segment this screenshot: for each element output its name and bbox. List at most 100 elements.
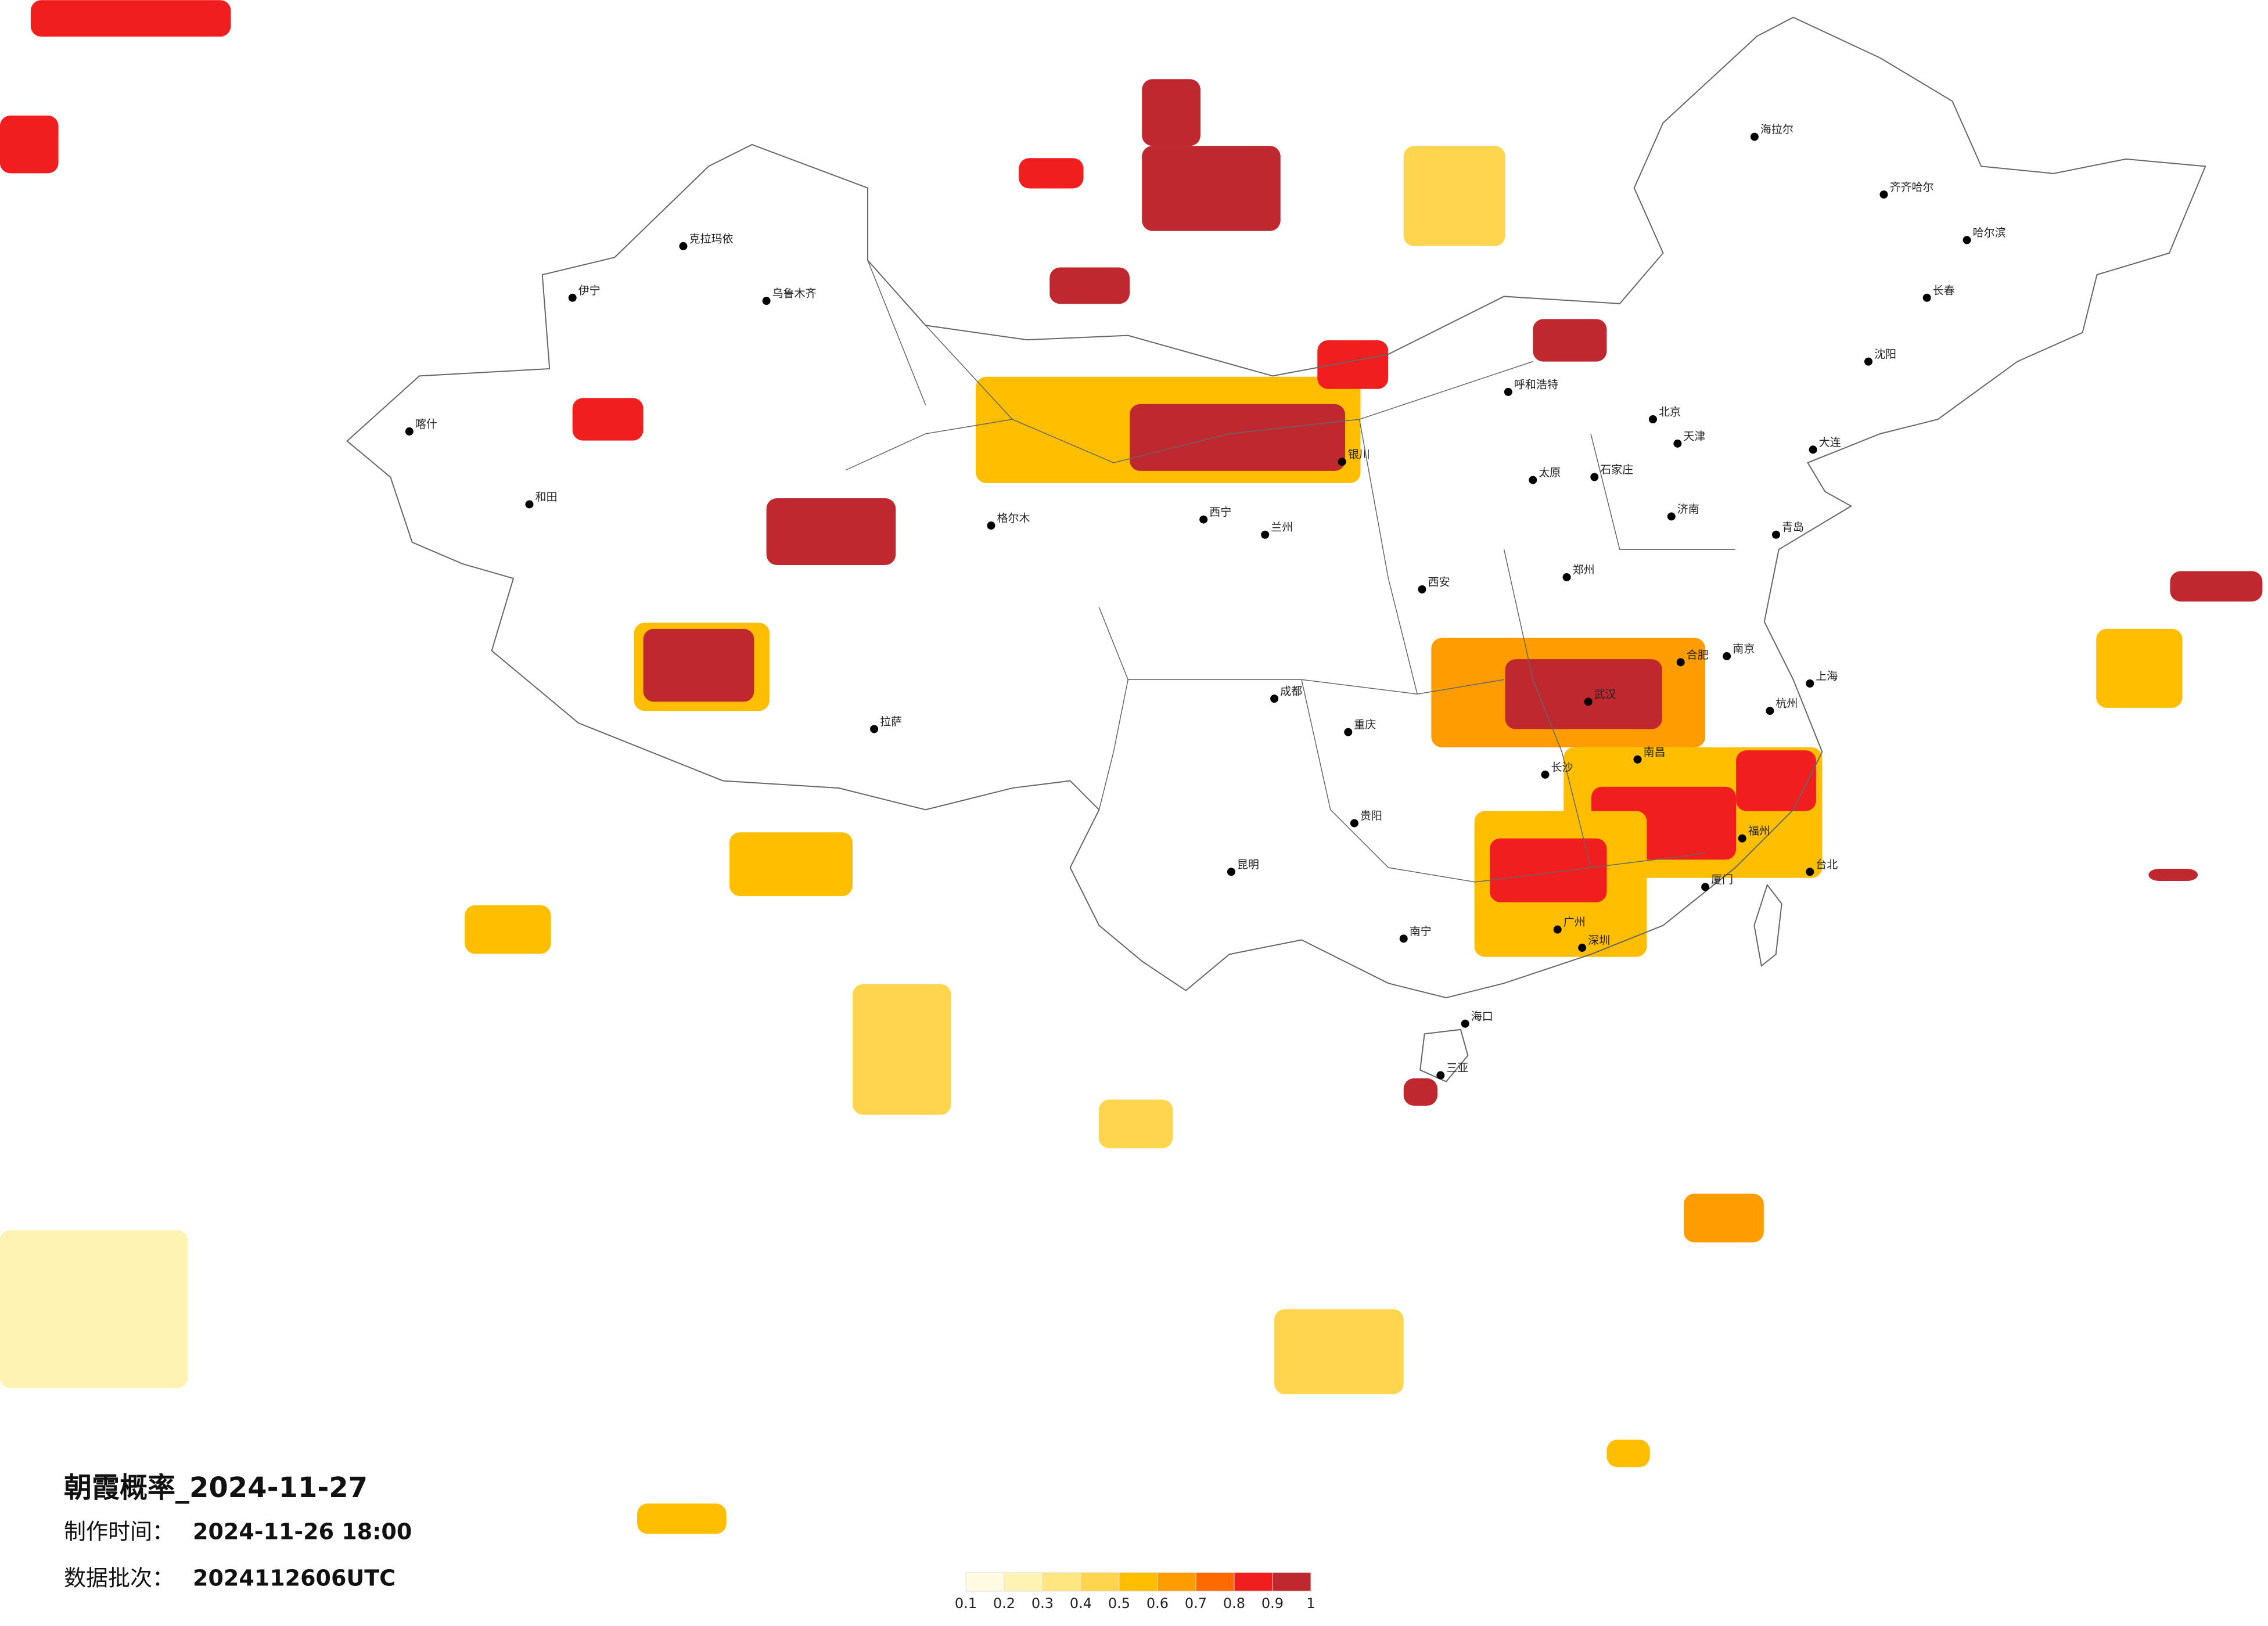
city-dot: [1963, 236, 1971, 244]
legend-tick-label: 0.3: [1031, 1595, 1054, 1611]
city-dot: [1270, 695, 1279, 703]
city-dot: [1676, 658, 1685, 667]
city-label: 大连: [1819, 436, 1841, 449]
city-label: 青岛: [1782, 521, 1804, 534]
city-dot: [1227, 868, 1235, 876]
city-dot: [1738, 834, 1746, 843]
legend-swatch: [1080, 1572, 1120, 1592]
probability-patch: [637, 1503, 727, 1534]
city-label: 喀什: [415, 418, 437, 430]
city-dot: [1562, 573, 1571, 581]
made-label: 制作时间：: [64, 1519, 174, 1545]
city-label: 长春: [1933, 284, 1955, 297]
city-dot: [1344, 728, 1353, 736]
probability-patch: [572, 398, 644, 441]
probability-patch: [2148, 869, 2198, 881]
city-dot: [1673, 439, 1682, 448]
probability-patch: [1505, 659, 1662, 729]
city-label: 贵阳: [1360, 810, 1382, 822]
city-dot: [405, 427, 414, 436]
city-label: 福州: [1748, 825, 1770, 837]
city-label: 伊宁: [578, 284, 601, 297]
legend-tick-label: 0.2: [993, 1595, 1015, 1611]
city-dot: [1418, 585, 1426, 593]
probability-patch: [1606, 1440, 1650, 1467]
city-dot: [1541, 770, 1550, 779]
city-label: 南昌: [1644, 746, 1666, 758]
city-dot: [1806, 679, 1814, 688]
legend: 0.1 0.2 0.3 0.4 0.5 0.6 0.7 0.8 0.9 1: [955, 1572, 1315, 1611]
city-dot: [1461, 1019, 1469, 1028]
city-dot: [1922, 293, 1931, 302]
city-dot: [1772, 530, 1780, 539]
city-dot: [1261, 530, 1270, 539]
probability-patch: [1403, 146, 1505, 246]
probability-patch: [853, 984, 951, 1115]
probability-patch: [766, 498, 896, 566]
city-dot: [1553, 925, 1562, 934]
city-dot: [1723, 652, 1731, 660]
probability-patch: [1142, 146, 1281, 231]
city-label: 银川: [1348, 448, 1370, 461]
probability-patch: [2170, 571, 2263, 602]
hainan-outline: [1420, 1030, 1468, 1082]
province-lines: [846, 260, 1735, 882]
legend-swatch: [1157, 1572, 1196, 1592]
city-label: 格尔木: [997, 512, 1030, 525]
city-dot: [1879, 190, 1888, 199]
legend-tick-label: 0.8: [1223, 1595, 1245, 1611]
city-dot: [1399, 934, 1408, 943]
city-label: 齐齐哈尔: [1890, 181, 1934, 193]
city-label: 石家庄: [1600, 463, 1633, 476]
city-label: 武汉: [1594, 688, 1616, 701]
taiwan-outline: [1754, 885, 1781, 966]
legend-swatch: [1272, 1572, 1311, 1592]
city-dot: [1806, 868, 1814, 876]
probability-layer: [0, 0, 2263, 1534]
city-label: 三亚: [1446, 1062, 1468, 1074]
city-dot: [987, 521, 995, 530]
legend-swatch: [965, 1572, 1005, 1592]
city-label: 兰州: [1271, 521, 1293, 534]
city-dot: [679, 242, 688, 250]
probability-patch: [1049, 267, 1130, 304]
city-label: 拉萨: [880, 715, 902, 728]
city-dot: [1199, 515, 1208, 524]
city-label: 乌鲁木齐: [772, 287, 817, 300]
legend-tick-label: 0.9: [1261, 1595, 1284, 1611]
legend-swatch: [1234, 1572, 1273, 1592]
city-dot: [1633, 755, 1642, 764]
city-label: 重庆: [1354, 718, 1376, 731]
probability-patch: [1317, 340, 1389, 389]
city-dot: [1584, 697, 1593, 706]
city-label: 天津: [1683, 430, 1705, 443]
china-outline: [347, 17, 2206, 998]
probability-patch: [465, 905, 551, 954]
city-dot: [1590, 473, 1599, 481]
probability-patch: [0, 116, 59, 174]
legend-swatch: [1042, 1572, 1081, 1592]
city-label: 哈尔滨: [1973, 226, 2006, 239]
city-label: 和田: [535, 491, 558, 503]
city-label: 北京: [1659, 406, 1681, 419]
city-label: 杭州: [1775, 697, 1798, 710]
city-dot: [1809, 445, 1817, 454]
city-dot: [1649, 415, 1657, 423]
legend-tick-label: 1: [1306, 1595, 1315, 1611]
legend-swatch: [1004, 1572, 1043, 1592]
legend-swatch: [1119, 1572, 1158, 1592]
city-dot: [1504, 387, 1512, 396]
city-label: 合肥: [1687, 649, 1709, 661]
probability-patch: [1274, 1309, 1404, 1394]
city-dot: [525, 500, 534, 509]
probability-patch: [1736, 750, 1816, 811]
batch-label: 数据批次：: [64, 1566, 174, 1591]
city-label: 昆明: [1237, 858, 1259, 871]
city-dot: [870, 725, 879, 733]
city-label: 呼和浩特: [1514, 378, 1558, 391]
probability-patch: [0, 1230, 188, 1388]
probability-patch: [30, 0, 231, 37]
city-label: 上海: [1816, 670, 1838, 683]
city-label: 郑州: [1573, 563, 1595, 576]
